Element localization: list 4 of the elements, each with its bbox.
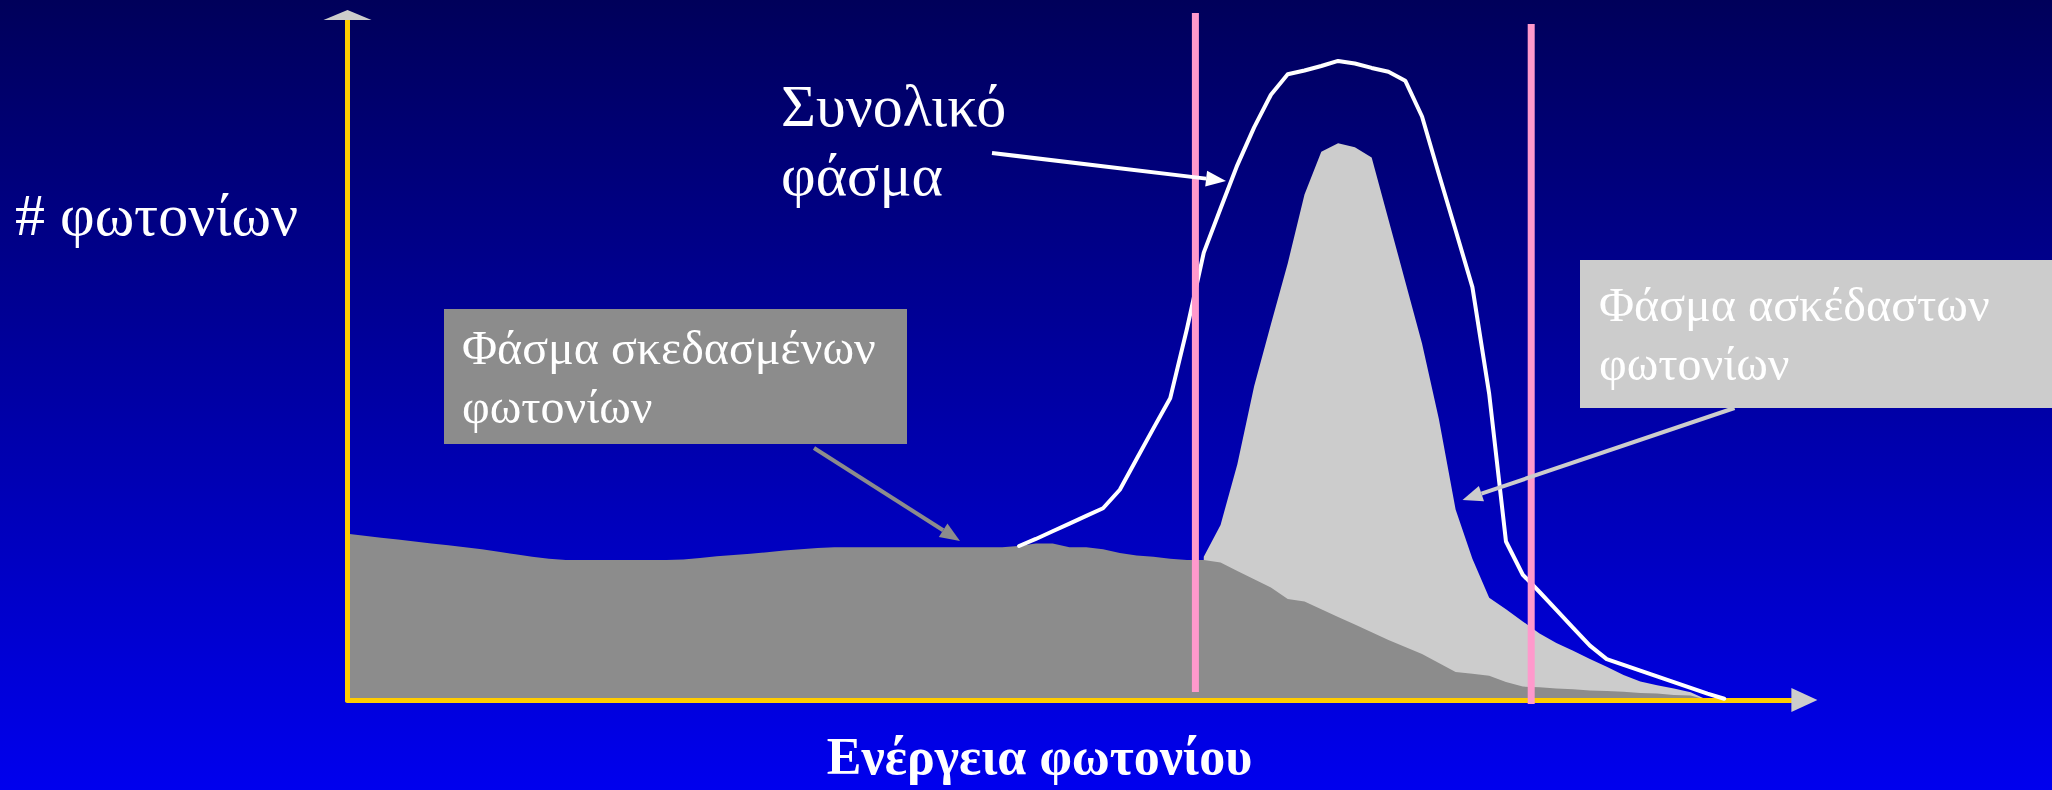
legend-label: Συνολικό φάσμα — [781, 72, 1008, 210]
x-axis-title: Ενέργεια φωτονίου — [826, 727, 1253, 785]
text: Φάσμα σκεδασμένων φωτονίων — [444, 309, 907, 444]
y-axis-title: # φωτονίων — [15, 181, 299, 250]
